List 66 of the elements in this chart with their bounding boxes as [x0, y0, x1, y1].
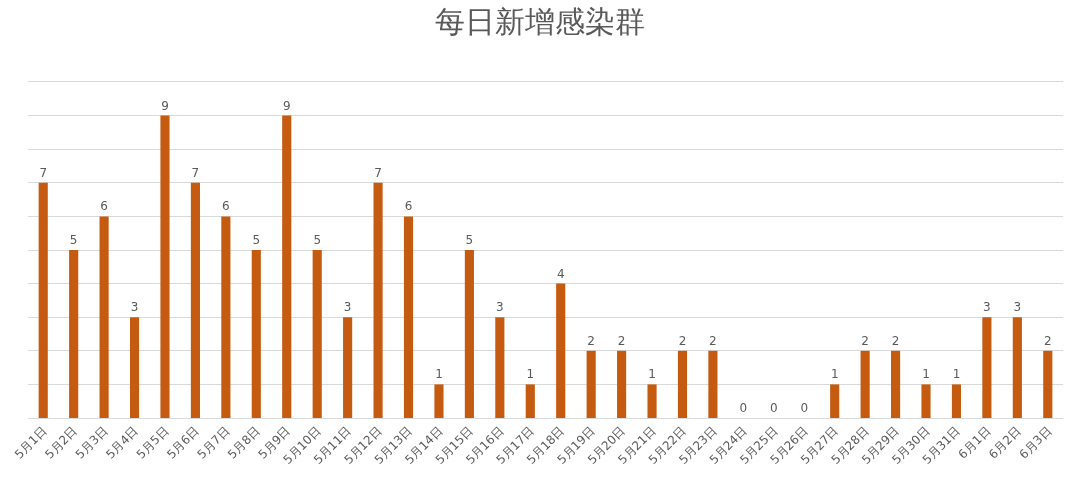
data-label: 7 [39, 165, 48, 180]
bar [99, 216, 109, 418]
bar [1012, 317, 1022, 418]
bar [525, 384, 535, 418]
bar [403, 216, 414, 418]
bar [921, 384, 931, 418]
data-label: 3 [130, 300, 139, 315]
data-label: 2 [1043, 333, 1052, 348]
data-label: 0 [739, 401, 748, 415]
data-label: 9 [282, 98, 291, 113]
bar [617, 350, 627, 418]
data-label: 6 [100, 199, 108, 214]
bar [647, 384, 657, 418]
bar [708, 350, 718, 418]
bar [251, 250, 261, 418]
data-label: 5 [252, 233, 261, 247]
bar [160, 115, 170, 418]
data-label: 1 [648, 367, 656, 382]
bar [69, 250, 79, 418]
bar [586, 350, 596, 418]
data-label: 1 [526, 367, 535, 382]
bar [982, 317, 992, 418]
data-label: 6 [222, 199, 230, 214]
data-label: 9 [161, 98, 169, 113]
bar [221, 216, 231, 418]
bar [495, 317, 505, 418]
data-label: 6 [404, 199, 413, 214]
bar [1043, 350, 1053, 418]
bar [282, 115, 292, 418]
bar [38, 182, 48, 418]
data-label: 2 [678, 333, 687, 348]
bar [556, 283, 566, 418]
bar [373, 182, 383, 418]
bar [951, 384, 962, 418]
bar [464, 250, 474, 418]
bar [129, 317, 140, 418]
bar [860, 350, 870, 418]
bar [891, 350, 901, 418]
data-label: 2 [617, 333, 626, 348]
data-label: 1 [922, 367, 930, 382]
data-label: 3 [496, 300, 504, 315]
data-label: 4 [556, 266, 565, 281]
data-label: 2 [587, 333, 595, 348]
data-label: 3 [983, 300, 991, 315]
bar [190, 182, 200, 418]
data-label: 3 [1013, 300, 1022, 315]
data-label: 1 [830, 367, 839, 382]
bar [343, 317, 353, 418]
data-label: 5 [465, 233, 474, 247]
data-label: 1 [952, 367, 961, 382]
data-label: 2 [861, 333, 869, 348]
data-label: 3 [343, 300, 352, 315]
data-label: 5 [69, 233, 78, 247]
data-label: 1 [435, 367, 443, 382]
bar [434, 384, 444, 418]
data-label: 2 [709, 333, 717, 348]
data-label: 7 [374, 165, 382, 180]
bar [312, 250, 322, 418]
chart-title: 每日新增感染群 [435, 4, 645, 40]
data-label: 5 [313, 233, 322, 247]
data-label: 2 [891, 333, 900, 348]
data-label: 0 [800, 401, 809, 415]
bar [677, 350, 688, 418]
data-label: 0 [769, 401, 778, 415]
data-label: 7 [191, 165, 200, 180]
bar [830, 384, 840, 418]
